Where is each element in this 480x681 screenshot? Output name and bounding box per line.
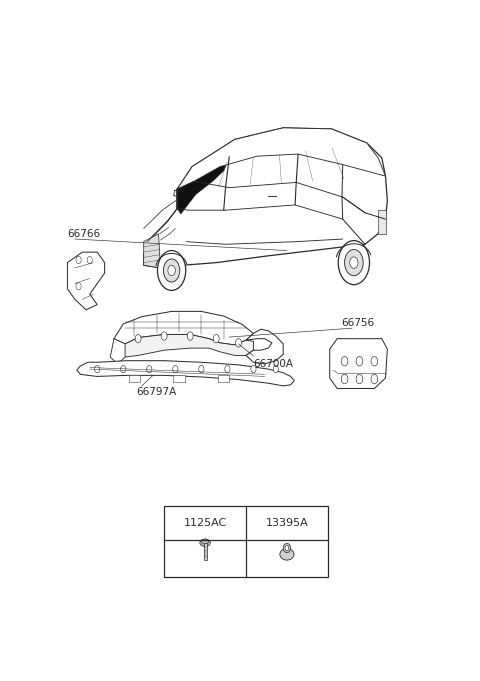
Text: 66797A: 66797A — [136, 387, 177, 397]
Circle shape — [213, 334, 219, 343]
Polygon shape — [218, 375, 229, 381]
Circle shape — [236, 338, 241, 347]
Circle shape — [199, 366, 204, 373]
Bar — [204, 543, 206, 560]
Circle shape — [341, 356, 348, 366]
Text: 66766: 66766 — [67, 229, 101, 239]
Bar — [164, 507, 328, 577]
Circle shape — [173, 366, 178, 373]
Ellipse shape — [283, 543, 291, 553]
Polygon shape — [110, 338, 125, 362]
Circle shape — [95, 366, 100, 373]
Circle shape — [87, 256, 92, 264]
Text: 66700A: 66700A — [253, 359, 293, 368]
Polygon shape — [330, 338, 387, 388]
Circle shape — [161, 332, 167, 340]
Circle shape — [135, 334, 141, 343]
Circle shape — [341, 375, 348, 384]
Polygon shape — [144, 234, 160, 268]
Polygon shape — [129, 375, 140, 381]
Circle shape — [163, 259, 180, 282]
Ellipse shape — [202, 539, 208, 544]
Polygon shape — [77, 361, 294, 386]
Circle shape — [76, 256, 81, 264]
Circle shape — [251, 366, 256, 373]
Ellipse shape — [280, 548, 294, 560]
Circle shape — [345, 249, 363, 276]
Polygon shape — [67, 252, 105, 310]
Circle shape — [356, 356, 363, 366]
Circle shape — [157, 251, 186, 290]
Text: 66756: 66756 — [341, 318, 374, 328]
Polygon shape — [114, 311, 253, 350]
Circle shape — [285, 545, 289, 551]
Circle shape — [371, 356, 378, 366]
Polygon shape — [144, 128, 387, 268]
Circle shape — [120, 366, 126, 373]
Text: 13395A: 13395A — [265, 518, 308, 528]
Circle shape — [350, 257, 358, 268]
Circle shape — [225, 366, 230, 373]
Polygon shape — [177, 153, 229, 214]
Circle shape — [187, 332, 193, 340]
Polygon shape — [177, 128, 385, 189]
Polygon shape — [173, 375, 185, 381]
Circle shape — [356, 375, 363, 384]
Circle shape — [273, 366, 278, 373]
Circle shape — [147, 366, 152, 373]
Circle shape — [76, 283, 81, 290]
Polygon shape — [246, 329, 283, 364]
Circle shape — [168, 266, 175, 276]
Circle shape — [338, 240, 370, 285]
Ellipse shape — [200, 539, 210, 546]
Circle shape — [371, 375, 378, 384]
Bar — [378, 210, 386, 234]
Polygon shape — [114, 334, 253, 357]
Text: 1125AC: 1125AC — [183, 518, 227, 528]
